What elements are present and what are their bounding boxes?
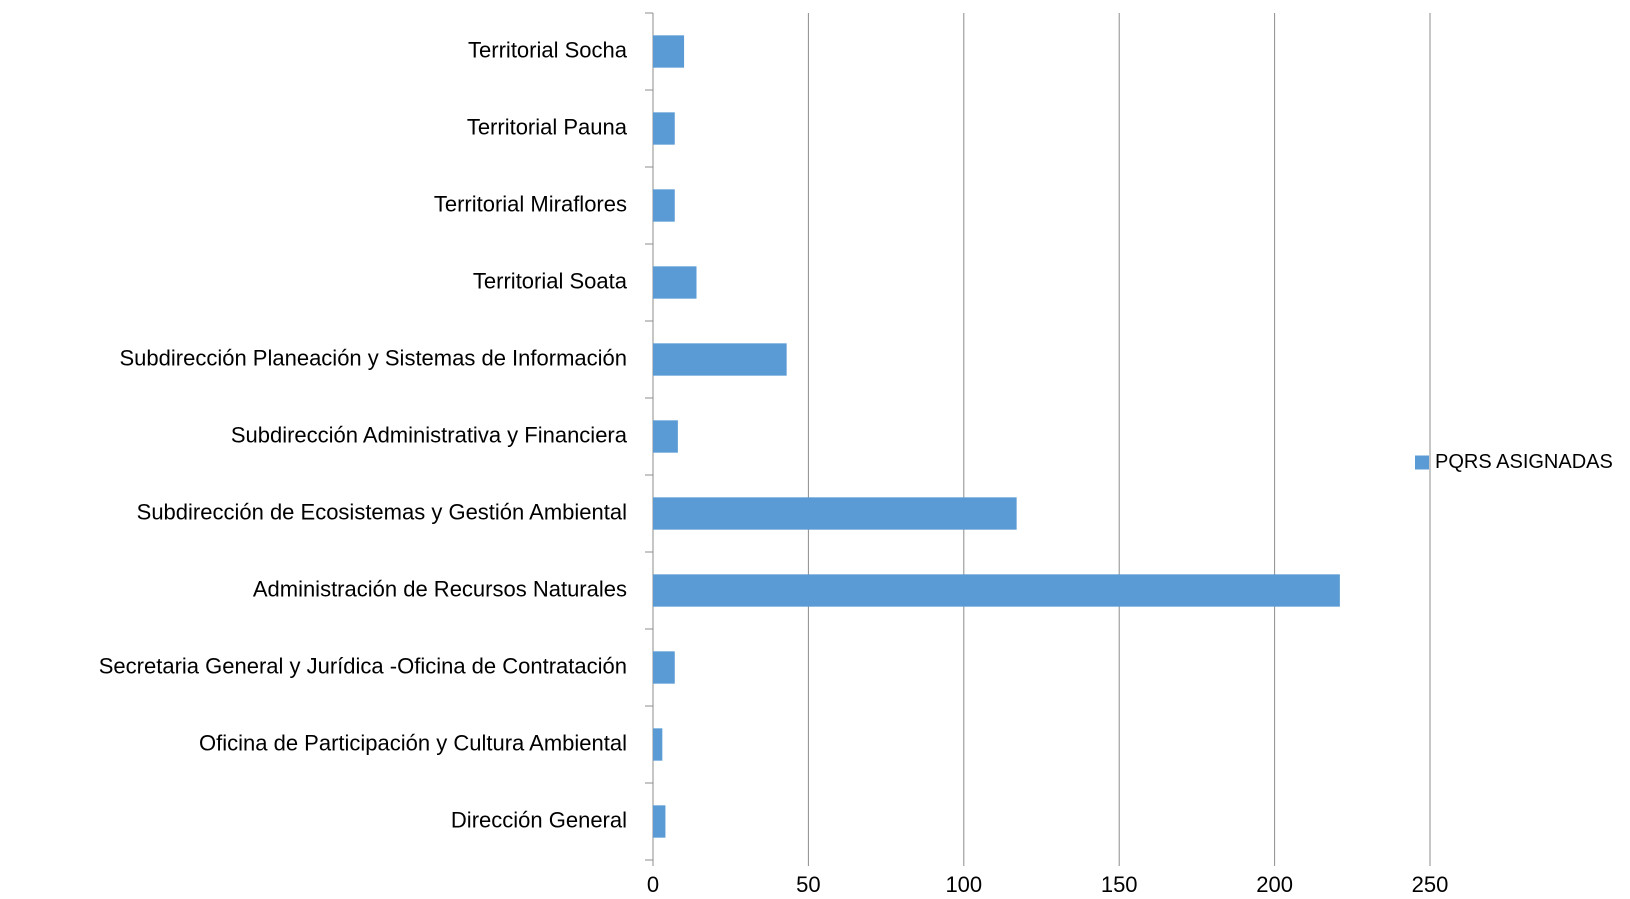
x-tick-label: 250 xyxy=(1412,872,1449,897)
bar xyxy=(653,497,1017,529)
page: {"chart_data": {"type": "bar", "orientat… xyxy=(0,0,1630,899)
bar xyxy=(653,805,665,837)
bar xyxy=(653,266,697,298)
bar xyxy=(653,420,678,452)
legend-swatch xyxy=(1415,456,1429,470)
y-tick-label: Territorial Pauna xyxy=(467,114,628,139)
bar xyxy=(653,112,675,144)
bar xyxy=(653,35,684,67)
y-tick-label: Territorial Miraflores xyxy=(434,191,627,216)
bar xyxy=(653,189,675,221)
bar xyxy=(653,343,787,375)
x-tick-label: 150 xyxy=(1101,872,1138,897)
bar xyxy=(653,651,675,683)
x-tick-label: 100 xyxy=(945,872,982,897)
legend-label: PQRS ASIGNADAS xyxy=(1435,451,1613,473)
y-tick-label: Subdirección Planeación y Sistemas de In… xyxy=(120,345,628,370)
y-tick-label: Secretaria General y Jurídica -Oficina d… xyxy=(99,653,627,678)
y-tick-label: Territorial Soata xyxy=(473,268,628,293)
y-tick-label: Territorial Socha xyxy=(468,37,628,62)
y-tick-label: Dirección General xyxy=(451,807,627,832)
x-tick-label: 0 xyxy=(647,872,659,897)
bar xyxy=(653,728,662,760)
x-tick-label: 200 xyxy=(1256,872,1293,897)
y-tick-label: Administración de Recursos Naturales xyxy=(253,576,627,601)
y-tick-label: Oficina de Participación y Cultura Ambie… xyxy=(199,730,627,755)
y-tick-label: Subdirección de Ecosistemas y Gestión Am… xyxy=(137,499,627,524)
bar xyxy=(653,574,1340,606)
x-tick-label: 50 xyxy=(796,872,820,897)
y-tick-label: Subdirección Administrativa y Financiera xyxy=(231,422,628,447)
chart: 0 50 100 150 200 250 Territorial Socha Territor… xyxy=(0,0,1630,899)
